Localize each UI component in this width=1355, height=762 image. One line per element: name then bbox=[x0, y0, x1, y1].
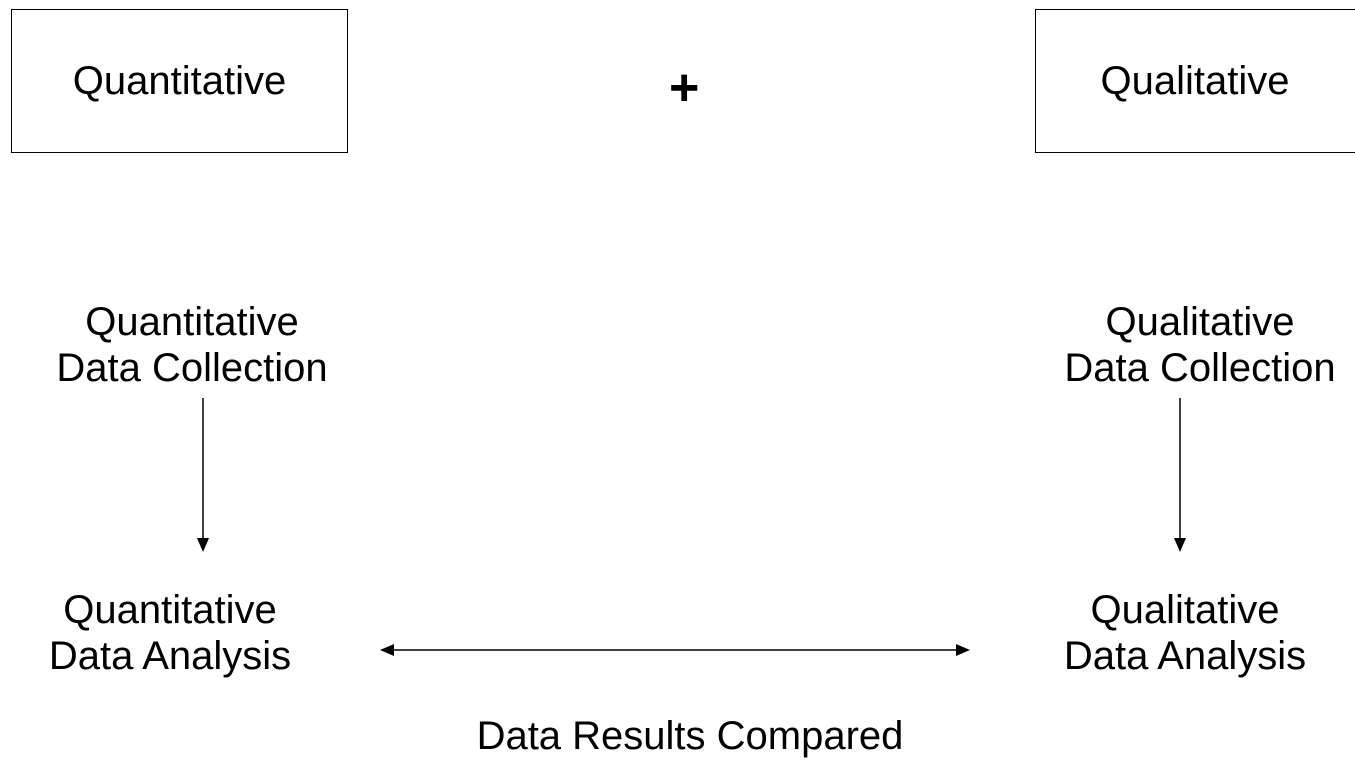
quantitative-data-collection: Quantitative Data Collection bbox=[22, 299, 362, 391]
qualitative-box-label: Qualitative bbox=[1100, 59, 1290, 103]
quantitative-collection-line-1: Quantitative bbox=[85, 300, 299, 344]
plus-sign: + bbox=[669, 59, 700, 117]
quantitative-box: Quantitative bbox=[11, 9, 348, 153]
quantitative-down-arrowhead bbox=[197, 538, 209, 552]
quantitative-data-analysis: Quantitative Data Analysis bbox=[10, 587, 330, 679]
qualitative-collection-line-1: Qualitative bbox=[1105, 300, 1295, 344]
quantitative-analysis-line-2: Data Analysis bbox=[48, 634, 292, 678]
comparison-left-arrowhead bbox=[380, 644, 394, 656]
qualitative-down-arrowhead bbox=[1174, 538, 1186, 552]
data-results-compared-label: Data Results Compared bbox=[476, 714, 904, 758]
qualitative-analysis-line-1: Qualitative bbox=[1090, 588, 1280, 632]
comparison-right-arrowhead bbox=[956, 644, 970, 656]
quantitative-box-label: Quantitative bbox=[72, 59, 287, 103]
qualitative-box: Qualitative bbox=[1035, 9, 1355, 153]
qualitative-data-analysis: Qualitative Data Analysis bbox=[1020, 587, 1350, 679]
quantitative-analysis-line-1: Quantitative bbox=[63, 588, 277, 632]
qualitative-data-collection: Qualitative Data Collection bbox=[1035, 299, 1355, 391]
qualitative-analysis-line-2: Data Analysis bbox=[1063, 634, 1307, 678]
quantitative-collection-line-2: Data Collection bbox=[56, 346, 328, 390]
qualitative-collection-line-2: Data Collection bbox=[1064, 346, 1336, 390]
